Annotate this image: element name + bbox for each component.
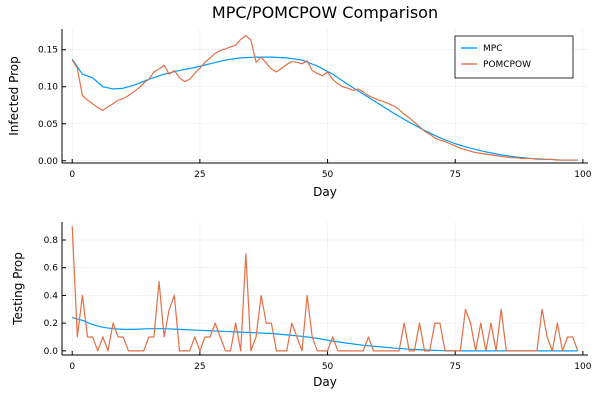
- series-line-pomcpow: [71, 226, 579, 352]
- x-axis-label: Day: [313, 185, 337, 199]
- legend-label-pomcpow: POMCPOW: [483, 60, 531, 70]
- y-tick-label: 0.4: [44, 291, 59, 301]
- y-tick-label: 0.05: [38, 120, 58, 130]
- y-tick-label: 0.8: [44, 236, 59, 246]
- legend: MPC POMCPOW: [454, 35, 574, 79]
- y-tick-label: 0.15: [38, 46, 58, 56]
- y-tick-label: 0.00: [38, 157, 58, 167]
- y-tick-label: 0.6: [44, 264, 59, 274]
- x-tick-label: 100: [574, 170, 591, 180]
- y-tick-label: 0.10: [38, 83, 58, 93]
- y-tick-label: 0.0: [44, 347, 59, 357]
- x-tick-label: 0: [69, 362, 75, 372]
- series-line-mpc: [72, 317, 578, 352]
- y-axis-label: Infected Prop: [7, 56, 21, 136]
- x-tick-label: 50: [322, 170, 334, 180]
- x-tick-label: 0: [69, 170, 75, 180]
- y-tick-label: 0.2: [44, 319, 58, 329]
- series-line-pomcpow: [71, 35, 578, 161]
- x-tick-label: 25: [194, 170, 205, 180]
- x-tick-label: 100: [574, 362, 591, 372]
- infected-panel: 0 25 50 75 100 0.00 0.05 0.10 0.15 Day Infected Pr…: [7, 29, 592, 199]
- legend-label-mpc: MPC: [483, 44, 502, 54]
- x-tick-label: 75: [449, 362, 460, 372]
- x-tick-label: 75: [449, 170, 460, 180]
- testing-panel: 0 25 50 75 100 0.0 0.2 0.4 0.6 0.8 Day Testing Prop: [11, 222, 592, 389]
- x-axis-label: Day: [313, 375, 337, 389]
- x-tick-label: 25: [194, 362, 205, 372]
- x-tick-label: 50: [322, 362, 334, 372]
- legend-box: [454, 35, 574, 79]
- figure-title: MPC/POMCPOW Comparison: [212, 3, 438, 22]
- series-line-mpc: [71, 56, 578, 161]
- y-axis-label: Testing Prop: [11, 252, 25, 326]
